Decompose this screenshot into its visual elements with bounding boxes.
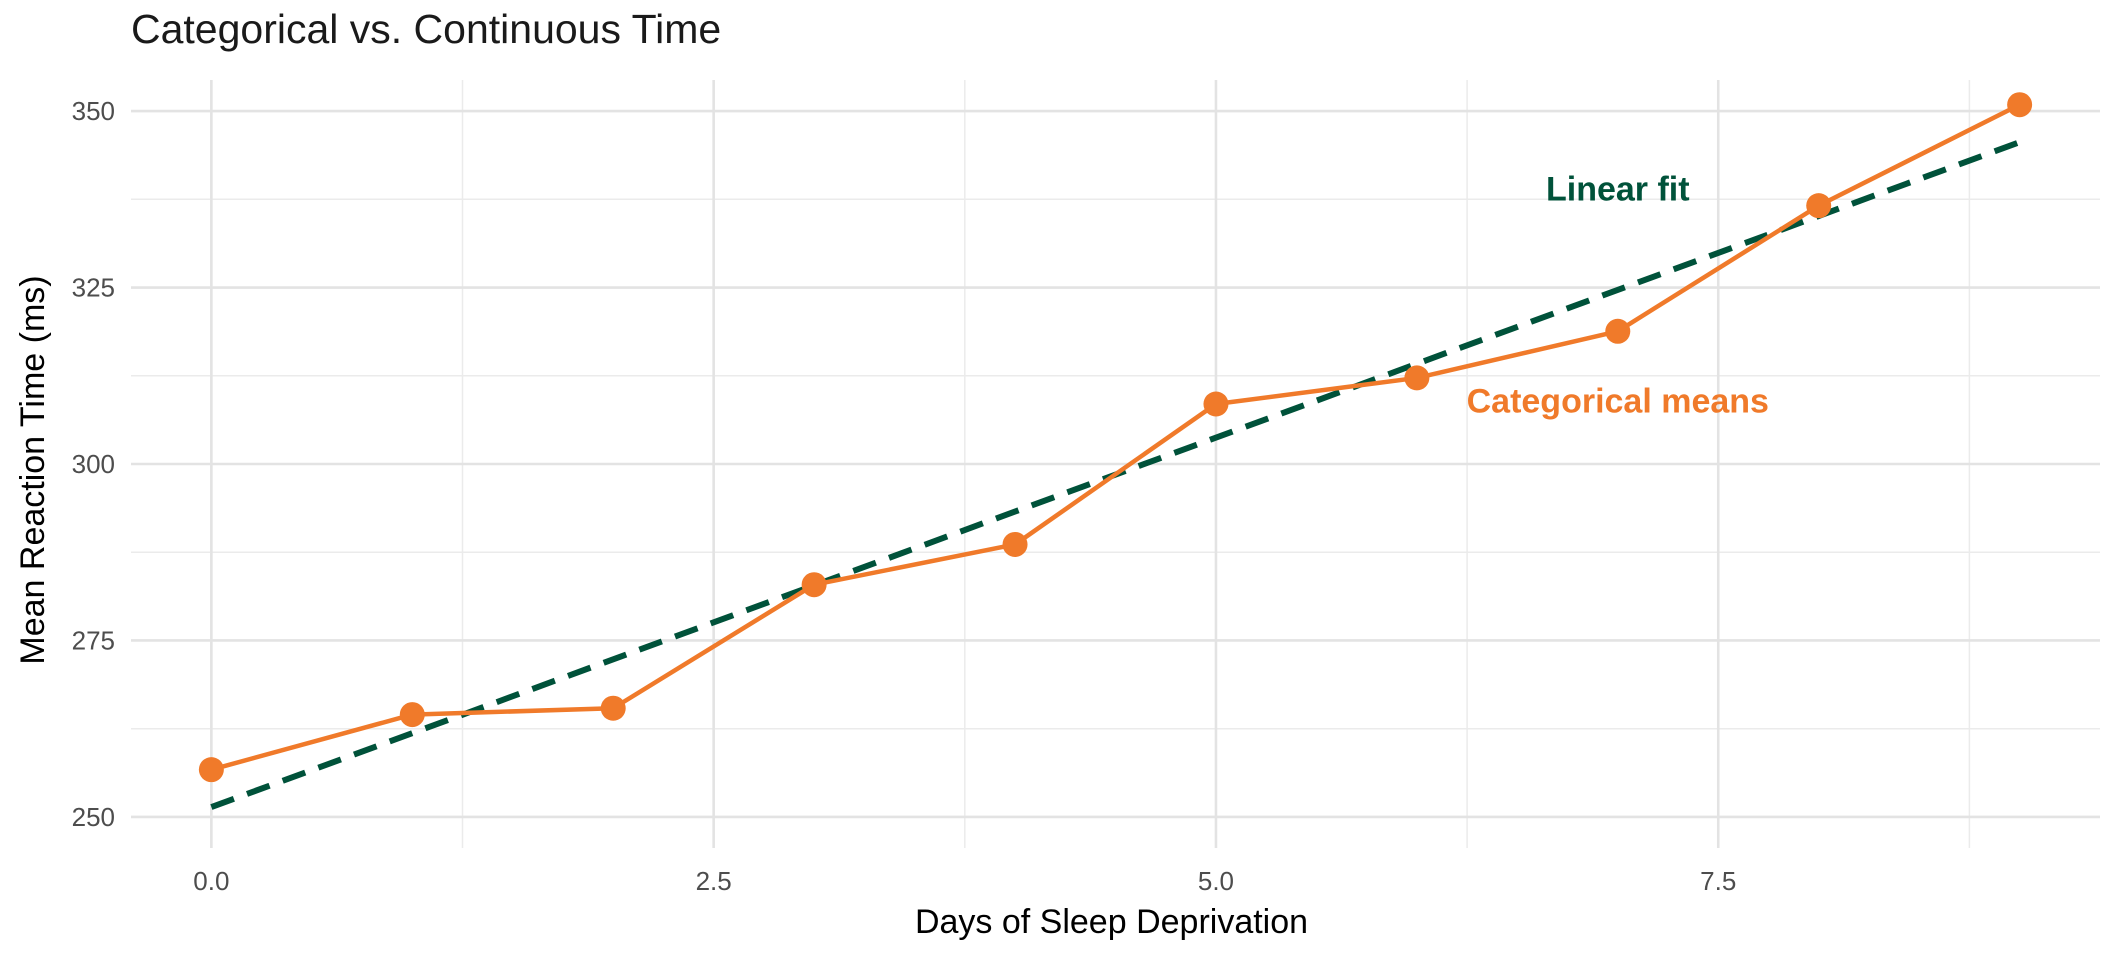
major-gridlines [131, 80, 2100, 848]
y-axis-title: Mean Reaction Time (ms) [14, 275, 52, 664]
categorical-mean-point [801, 572, 827, 598]
y-tick-label: 325 [72, 273, 115, 303]
categorical-mean-point [1002, 531, 1028, 557]
chart-title: Categorical vs. Continuous Time [131, 6, 722, 52]
categorical-means-line [210, 102, 2021, 772]
categorical-mean-point [2007, 92, 2033, 118]
x-tick-label: 2.5 [696, 866, 732, 896]
categorical-mean-point [1605, 318, 1631, 344]
x-tick-label: 0.0 [193, 866, 229, 896]
categorical-mean-point [399, 702, 425, 728]
x-tick-label: 5.0 [1198, 866, 1234, 896]
annotations: Linear fit Categorical means [1467, 171, 1769, 421]
categorical-mean-point [1203, 391, 1229, 417]
y-tick-label: 350 [72, 96, 115, 126]
annotation-label: Categorical means [1467, 382, 1769, 420]
y-tick-label: 300 [72, 449, 115, 479]
series-layer [198, 92, 2033, 810]
categorical-mean-point [1806, 193, 1832, 219]
y-tick-label: 275 [72, 625, 115, 655]
tick-labels: 0.0 2.5 5.0 7.5 250 275 300 325 350 [72, 96, 1737, 896]
categorical-mean-point [600, 695, 626, 721]
categorical-mean-point [1404, 365, 1430, 391]
x-axis-title: Days of Sleep Deprivation [915, 903, 1308, 941]
categorical-mean-point [198, 757, 224, 783]
x-tick-label: 7.5 [1700, 866, 1736, 896]
annotation-label: Linear fit [1546, 171, 1690, 209]
y-tick-label: 250 [72, 802, 115, 832]
